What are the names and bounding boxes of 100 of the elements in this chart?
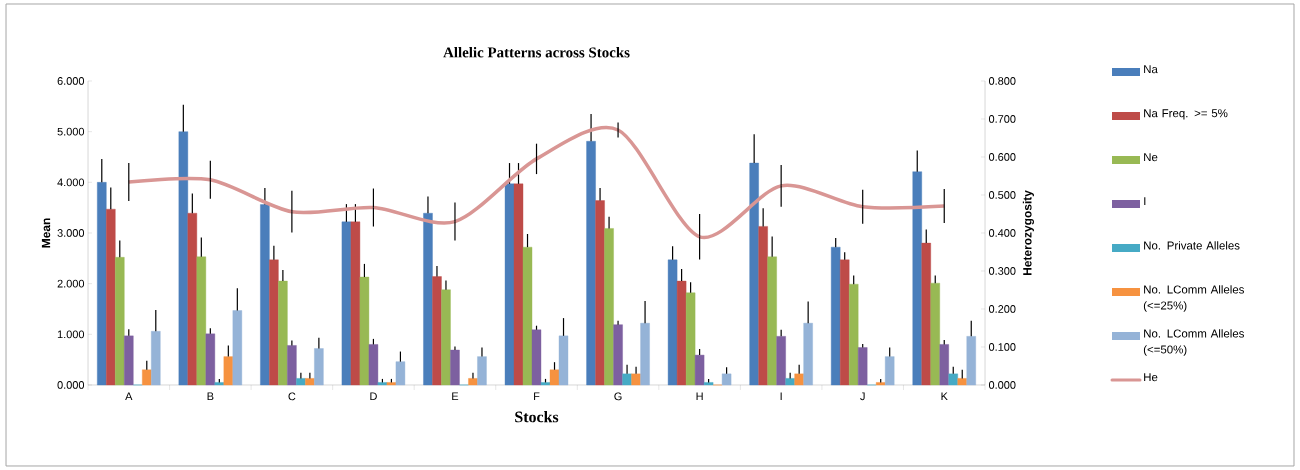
bar <box>296 378 306 386</box>
bar <box>423 213 433 386</box>
x-tick-label: B <box>207 392 214 401</box>
y2-axis-title: Heterozygosity <box>1022 190 1034 276</box>
bar <box>549 369 560 386</box>
bar <box>368 344 379 386</box>
y-tick-label: 4.000 <box>57 178 85 187</box>
bar <box>477 356 487 386</box>
legend-label: No. LComm Alleles (<=25%) <box>1143 285 1244 312</box>
bar <box>450 349 460 386</box>
y2-tick-label: 0.500 <box>988 191 1016 199</box>
bar <box>749 162 759 386</box>
bar <box>187 213 198 386</box>
x-tick-label: G <box>614 392 622 401</box>
y-tick-label: 1.000 <box>57 330 85 339</box>
bar <box>586 141 596 386</box>
bar <box>776 336 786 386</box>
bar <box>831 246 841 386</box>
bar <box>232 310 243 386</box>
bar <box>395 361 406 386</box>
bar <box>223 356 234 386</box>
legend-label: Ne <box>1144 153 1158 162</box>
x-tick-label: I <box>780 392 782 401</box>
y-tick-label: 3.000 <box>57 229 85 237</box>
bar <box>640 322 650 386</box>
bar <box>124 335 134 386</box>
y-tick-label: 5.000 <box>57 127 85 136</box>
y-tick-label: 2.000 <box>57 279 85 288</box>
y2-tick-label: 0.800 <box>988 77 1016 85</box>
x-tick-label: J <box>860 392 865 401</box>
bar <box>912 171 922 386</box>
bar <box>314 348 324 386</box>
bar <box>876 382 886 386</box>
legend-label: I <box>1144 197 1146 206</box>
legend-label: No. Private Alleles <box>1144 241 1240 250</box>
bar <box>341 221 352 386</box>
y-axis-title: Mean <box>41 218 51 248</box>
chart-title: Allelic Patterns across Stocks <box>443 46 630 58</box>
bar <box>540 382 551 386</box>
bar <box>97 182 107 386</box>
bar <box>386 382 397 386</box>
bar <box>758 226 768 386</box>
bar <box>287 345 297 386</box>
bar <box>939 344 949 386</box>
bar <box>513 183 524 386</box>
bar <box>504 183 515 386</box>
bar <box>957 378 967 386</box>
bar <box>849 283 859 386</box>
bar <box>948 373 958 386</box>
bar <box>468 378 478 386</box>
bar <box>631 373 641 386</box>
bar <box>613 324 623 386</box>
bar <box>667 259 678 386</box>
bar <box>269 259 279 386</box>
legend-label: He <box>1144 373 1158 382</box>
y-tick-label: 0.000 <box>57 381 85 389</box>
y2-tick-label: 0.100 <box>988 343 1016 351</box>
bar <box>142 369 152 386</box>
legend-label: No. LComm Alleles (<=50%) <box>1143 329 1244 356</box>
bar <box>858 347 868 386</box>
y2-tick-label: 0.200 <box>988 305 1016 313</box>
x-tick-label: C <box>288 392 296 401</box>
y2-tick-label: 0.300 <box>988 267 1016 275</box>
bar <box>676 280 687 386</box>
bar <box>785 378 795 386</box>
bar <box>703 382 714 386</box>
x-tick-label: D <box>370 392 377 401</box>
bar <box>151 331 161 386</box>
bar <box>377 382 388 386</box>
legend-label: Na <box>1144 65 1158 74</box>
bar <box>694 354 705 386</box>
bar <box>115 257 125 386</box>
x-tick-label: F <box>534 392 540 401</box>
y2-tick-label: 0.400 <box>988 229 1016 237</box>
bar <box>966 336 976 386</box>
bar <box>106 208 116 386</box>
bar <box>522 246 533 386</box>
bar <box>350 221 361 386</box>
x-tick-label: A <box>125 392 133 401</box>
bar <box>196 256 207 386</box>
bar <box>622 373 632 386</box>
legend-label: Na Freq. >= 5% <box>1144 109 1228 120</box>
y2-tick-label: 0.700 <box>988 115 1016 123</box>
bar <box>205 333 216 386</box>
bar <box>840 259 850 386</box>
bar <box>767 256 777 386</box>
bar <box>685 292 696 386</box>
bar <box>305 378 315 386</box>
bar <box>721 373 732 386</box>
bar <box>794 373 804 386</box>
bar <box>260 204 270 386</box>
bar <box>885 356 895 386</box>
bar <box>432 276 442 386</box>
x-axis-title: Stocks <box>515 411 559 423</box>
y2-tick-label: 0.600 <box>988 153 1016 161</box>
x-tick-label: K <box>941 392 948 401</box>
y2-tick-label: 0.000 <box>988 381 1016 389</box>
bar <box>930 282 940 386</box>
bar <box>178 131 189 386</box>
y-tick-label: 6.000 <box>57 77 85 85</box>
